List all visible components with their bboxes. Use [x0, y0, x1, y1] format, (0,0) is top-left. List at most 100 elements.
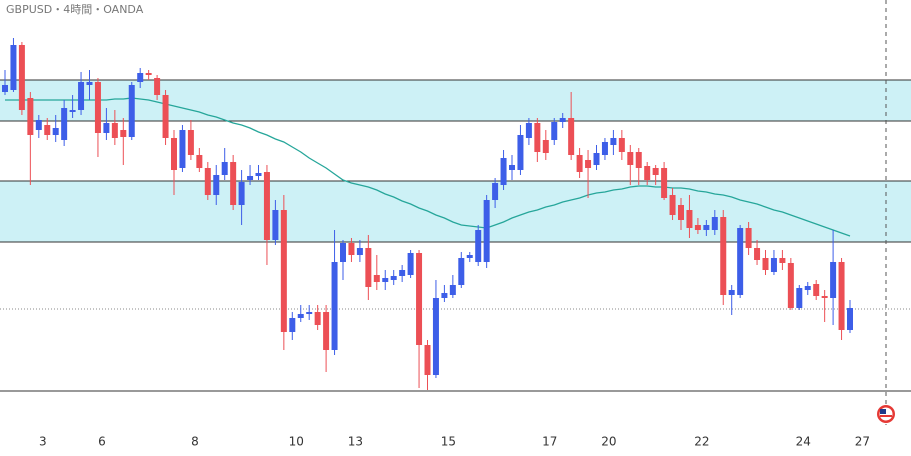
candle-body — [382, 278, 389, 282]
candle-body — [585, 160, 592, 168]
candle-body — [196, 155, 203, 168]
candle-body — [145, 73, 152, 75]
candle-body — [27, 98, 34, 135]
candle-body — [745, 228, 752, 248]
candle-body — [770, 258, 777, 272]
candle-body — [390, 276, 397, 280]
candle-body — [500, 158, 507, 185]
candle-body — [449, 285, 456, 295]
x-tick-label: 10 — [289, 435, 304, 449]
candle-body — [483, 200, 490, 262]
x-tick-label: 6 — [98, 435, 106, 449]
x-tick-label: 17 — [542, 435, 557, 449]
candle-body — [103, 123, 110, 133]
candle-body — [416, 253, 423, 345]
candle-body — [179, 130, 186, 168]
candle-body — [44, 125, 51, 135]
candle-body — [576, 155, 583, 172]
candle-body — [813, 284, 820, 296]
candle-body — [610, 138, 617, 145]
candle-body — [720, 217, 727, 295]
candle-body — [154, 78, 161, 95]
candle-body — [238, 182, 245, 205]
candle-body — [821, 296, 828, 298]
candle-body — [365, 248, 372, 287]
candle-body — [289, 318, 296, 332]
candle-body — [441, 293, 448, 298]
candle-body — [492, 183, 499, 200]
candle-body — [525, 123, 532, 138]
candle-body — [644, 166, 651, 180]
chart-title: GBPUSD・4時間・OANDA — [6, 3, 144, 16]
candle-body — [728, 290, 735, 295]
candle-body — [542, 140, 549, 153]
zone — [0, 80, 911, 121]
candle-body — [627, 152, 634, 165]
candle-body — [551, 122, 558, 140]
x-tick-label: 8 — [191, 435, 199, 449]
candle-body — [137, 73, 144, 82]
candle-body — [204, 168, 211, 195]
candle-body — [517, 135, 524, 170]
candle-body — [86, 82, 93, 85]
candle-body — [61, 108, 68, 140]
candle-body — [171, 138, 177, 170]
candle-body — [221, 162, 228, 175]
candle-body — [399, 270, 406, 276]
candle-body — [694, 225, 701, 230]
candle-body — [297, 314, 304, 318]
candle-body — [373, 275, 380, 282]
candle-body — [323, 312, 330, 350]
candle-body — [348, 243, 355, 255]
x-tick-label: 24 — [796, 435, 811, 449]
candle-body — [306, 312, 313, 314]
candle-body — [779, 258, 786, 263]
candle-body — [534, 123, 541, 152]
candle-body — [618, 138, 625, 152]
candle-body — [213, 175, 220, 195]
candle-body — [661, 168, 668, 198]
candle-body — [568, 118, 575, 155]
candle-body — [356, 248, 363, 255]
candle-body — [94, 82, 101, 133]
candle-body — [559, 118, 566, 122]
candle-body — [635, 152, 642, 168]
plot — [2, 38, 853, 390]
candle-body — [804, 286, 811, 290]
candle-body — [247, 176, 254, 180]
candle-body — [407, 253, 414, 275]
candle-body — [162, 95, 169, 138]
candle-body — [466, 255, 473, 258]
candle-body — [703, 225, 710, 230]
candle-body — [838, 262, 845, 330]
moving-average — [5, 97, 851, 237]
candle-body — [509, 165, 515, 170]
candle-body — [120, 130, 127, 137]
candle-body — [111, 123, 118, 138]
candle-body — [255, 173, 262, 176]
candle-body — [230, 162, 237, 205]
candle-body — [314, 312, 321, 325]
candle-body — [272, 210, 279, 240]
candle-body — [830, 262, 837, 298]
candle-body — [787, 263, 794, 308]
candle-body — [678, 205, 684, 220]
candle-body — [18, 45, 25, 110]
candle-body — [35, 120, 42, 130]
candle-body — [280, 210, 287, 332]
x-tick-label: 3 — [39, 435, 47, 449]
candle-body — [652, 168, 659, 175]
candle-body — [52, 128, 59, 135]
candle-body — [424, 345, 431, 375]
zones — [0, 79, 911, 392]
candle-body — [331, 262, 338, 350]
candle-body — [69, 110, 76, 112]
candle-body — [711, 217, 718, 230]
x-tick-label: 15 — [441, 435, 456, 449]
candle-body — [263, 172, 270, 240]
candle-body — [601, 142, 608, 155]
candle-body — [847, 308, 853, 330]
candle-body — [458, 258, 465, 285]
candle-body — [796, 288, 803, 308]
